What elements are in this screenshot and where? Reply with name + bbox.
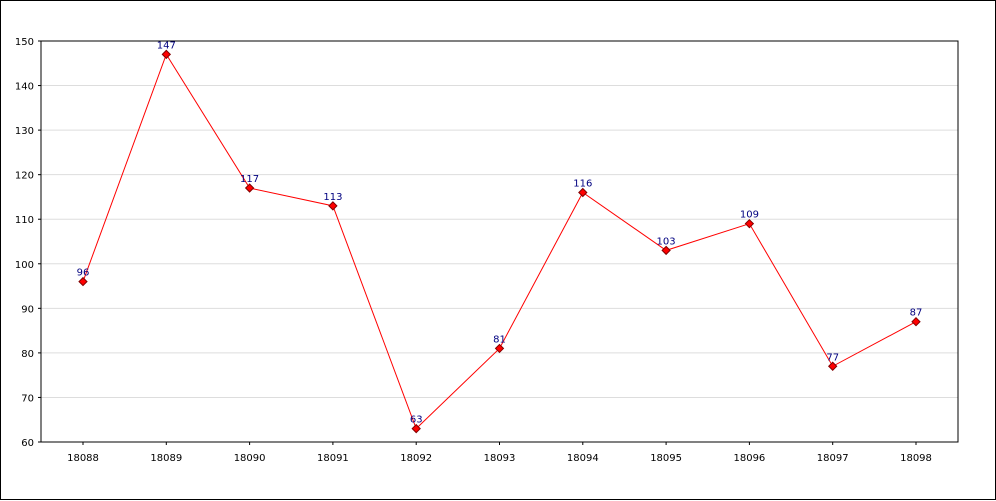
- series-markers: [78, 49, 921, 434]
- y-axis: 60 70 80 90 100 110 120 130 140 150: [15, 37, 41, 449]
- data-point-marker: [661, 245, 671, 256]
- series-line-path: [82, 53, 917, 430]
- x-tick-label: 18089: [150, 453, 182, 464]
- data-label: 116: [573, 178, 592, 189]
- gridlines: [41, 85, 958, 398]
- plot-area: [40, 40, 959, 443]
- y-tick-label: 100: [15, 260, 34, 271]
- x-axis: 18088 18089 18090 18091 18092 18093 18094 18095…: [67, 442, 932, 464]
- y-tick-label: 120: [15, 171, 34, 182]
- data-point-marker: [578, 187, 588, 198]
- y-tick-label: 140: [15, 82, 34, 93]
- x-tick-label: 18090: [234, 453, 266, 464]
- data-point-marker: [78, 276, 88, 287]
- data-label: 103: [657, 236, 676, 247]
- data-label: 77: [826, 352, 839, 363]
- x-tick-label: 18092: [400, 453, 432, 464]
- y-tick-label: 90: [21, 304, 34, 315]
- data-labels: 96 147 117 113 63 81 116 103 109 77 87: [77, 40, 923, 425]
- data-label: 63: [410, 415, 423, 426]
- data-label: 113: [323, 192, 342, 203]
- data-point-marker: [494, 343, 505, 354]
- x-tick-label: 18088: [67, 453, 99, 464]
- y-tick-label: 150: [15, 37, 34, 48]
- x-tick-label: 18091: [317, 453, 349, 464]
- y-tick-label: 60: [21, 438, 34, 449]
- data-point-marker: [161, 49, 172, 60]
- data-label: 109: [740, 210, 759, 221]
- data-point-marker: [744, 218, 755, 229]
- data-point-marker: [911, 316, 921, 327]
- y-tick-label: 80: [21, 349, 34, 360]
- x-tick-label: 18094: [567, 453, 599, 464]
- y-tick-label: 110: [15, 215, 34, 226]
- x-tick-label: 18093: [484, 453, 516, 464]
- series-line: [82, 53, 917, 430]
- data-label: 117: [240, 174, 259, 185]
- data-label: 147: [157, 40, 176, 51]
- data-label: 96: [77, 268, 90, 279]
- data-point-marker: [411, 423, 421, 434]
- x-tick-label: 18095: [650, 453, 682, 464]
- data-point-marker: [328, 201, 338, 211]
- data-point-marker: [827, 361, 838, 371]
- x-tick-label: 18098: [900, 453, 932, 464]
- y-tick-label: 70: [21, 393, 34, 404]
- data-label: 87: [910, 308, 923, 319]
- x-tick-label: 18096: [733, 453, 765, 464]
- data-label: 81: [493, 334, 506, 345]
- x-tick-label: 18097: [817, 453, 849, 464]
- data-point-marker: [244, 183, 255, 193]
- y-tick-label: 130: [15, 126, 34, 137]
